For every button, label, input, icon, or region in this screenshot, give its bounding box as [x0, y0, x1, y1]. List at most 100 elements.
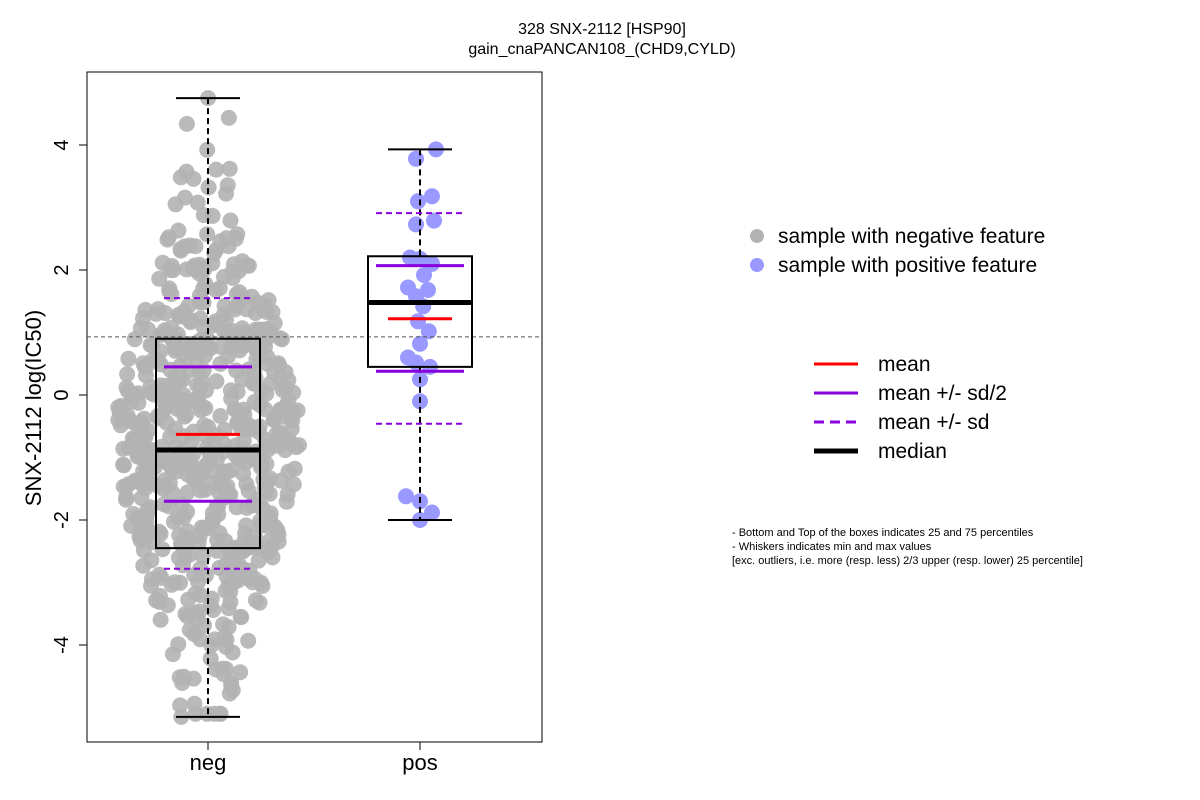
- neg-point: [126, 431, 143, 448]
- neg-point: [207, 661, 224, 678]
- neg-point: [125, 506, 142, 522]
- neg-point: [142, 337, 159, 353]
- neg-point: [262, 505, 279, 522]
- pos-point: [412, 335, 428, 352]
- neg-point: [207, 315, 224, 332]
- neg-point: [120, 350, 137, 367]
- neg-point: [218, 230, 235, 247]
- neg-point: [194, 548, 211, 565]
- neg-point: [235, 289, 252, 306]
- neg-point: [220, 109, 237, 126]
- pos-point: [412, 250, 428, 267]
- neg-point: [206, 245, 223, 262]
- neg-point: [172, 574, 188, 591]
- legend-line-label: median: [878, 440, 947, 463]
- neg-point: [174, 675, 191, 691]
- neg-point: [197, 275, 214, 292]
- chart-subtitle: gain_cnaPANCAN108_(CHD9,CYLD): [468, 41, 735, 58]
- neg-point: [201, 452, 218, 469]
- neg-point: [192, 631, 209, 648]
- notes: - Bottom and Top of the boxes indicates …: [732, 527, 1083, 567]
- neg-point: [211, 525, 228, 541]
- neg-point: [178, 115, 195, 132]
- neg-point: [192, 482, 208, 499]
- neg-point: [175, 452, 192, 469]
- neg-point: [215, 616, 232, 633]
- neg-point: [212, 705, 229, 722]
- neg-point: [238, 476, 255, 492]
- neg-point: [190, 573, 207, 590]
- neg-point: [208, 161, 225, 178]
- neg-point: [115, 456, 132, 473]
- neg-point: [151, 270, 168, 287]
- neg-point: [165, 513, 182, 530]
- neg-point: [111, 403, 128, 420]
- pos-point: [420, 282, 436, 298]
- neg-point: [224, 644, 241, 661]
- neg-point: [204, 505, 221, 522]
- neg-point: [273, 472, 289, 489]
- neg-point: [240, 257, 257, 274]
- iqr-box: [367, 255, 473, 368]
- pos-point: [408, 150, 424, 167]
- legend-point-marker: [750, 258, 764, 272]
- neg-point: [220, 600, 237, 617]
- y-tick-label: -2: [51, 511, 73, 529]
- neg-point: [159, 597, 176, 614]
- neg-point: [279, 486, 296, 503]
- neg-point: [222, 212, 239, 229]
- neg-point: [223, 390, 240, 407]
- neg-point: [122, 413, 139, 430]
- neg-point: [204, 475, 221, 492]
- neg-point: [135, 355, 152, 372]
- legend-line-label: mean +/- sd: [878, 411, 989, 434]
- neg-point: [189, 194, 206, 211]
- neg-point: [164, 484, 181, 501]
- neg-point: [261, 485, 278, 502]
- neg-point: [143, 552, 160, 569]
- neg-point: [202, 597, 219, 614]
- neg-point: [172, 242, 189, 259]
- neg-point: [141, 475, 158, 492]
- neg-point: [233, 609, 250, 626]
- neg-point: [222, 542, 238, 558]
- chart-title: 328 SNX-2112 [HSP90]: [518, 21, 686, 38]
- neg-point: [261, 543, 278, 560]
- neg-point: [150, 410, 167, 427]
- pos-point: [420, 323, 437, 340]
- neg-point: [183, 312, 200, 329]
- neg-point: [271, 370, 288, 387]
- note-line: - Bottom and Top of the boxes indicates …: [732, 527, 1034, 539]
- neg-point: [129, 448, 146, 465]
- pos-point: [426, 212, 442, 229]
- neg-point: [202, 340, 218, 357]
- neg-point: [172, 697, 189, 714]
- neg-point: [195, 294, 212, 311]
- neg-point: [284, 412, 301, 429]
- legend-line-label: mean +/- sd/2: [878, 382, 1007, 405]
- neg-point: [159, 231, 176, 248]
- neg-point: [164, 461, 181, 477]
- neg-point: [212, 408, 229, 424]
- neg-point: [126, 386, 143, 403]
- note-line: - Whiskers indicates min and max values: [732, 541, 932, 553]
- neg-point: [196, 261, 213, 278]
- neg-point: [195, 362, 212, 379]
- neg-point: [224, 263, 241, 280]
- neg-point: [180, 298, 197, 314]
- iqr-box: [155, 337, 261, 550]
- legend-line-label: mean: [878, 353, 931, 376]
- legend-point-label: sample with positive feature: [778, 254, 1037, 277]
- neg-point: [148, 305, 165, 322]
- neg-point: [235, 401, 252, 418]
- axes: -4 -2 0 2 4 neg pos: [51, 139, 438, 775]
- neg-point: [151, 566, 168, 583]
- y-tick-label: 4: [51, 139, 73, 150]
- y-tick-label: 0: [51, 389, 73, 400]
- note-line: [exc. outliers, i.e. more (resp. less) 2…: [732, 555, 1083, 567]
- neg-point: [161, 280, 178, 297]
- neg-point: [171, 527, 188, 544]
- neg-point: [195, 617, 212, 634]
- neg-point: [172, 169, 189, 186]
